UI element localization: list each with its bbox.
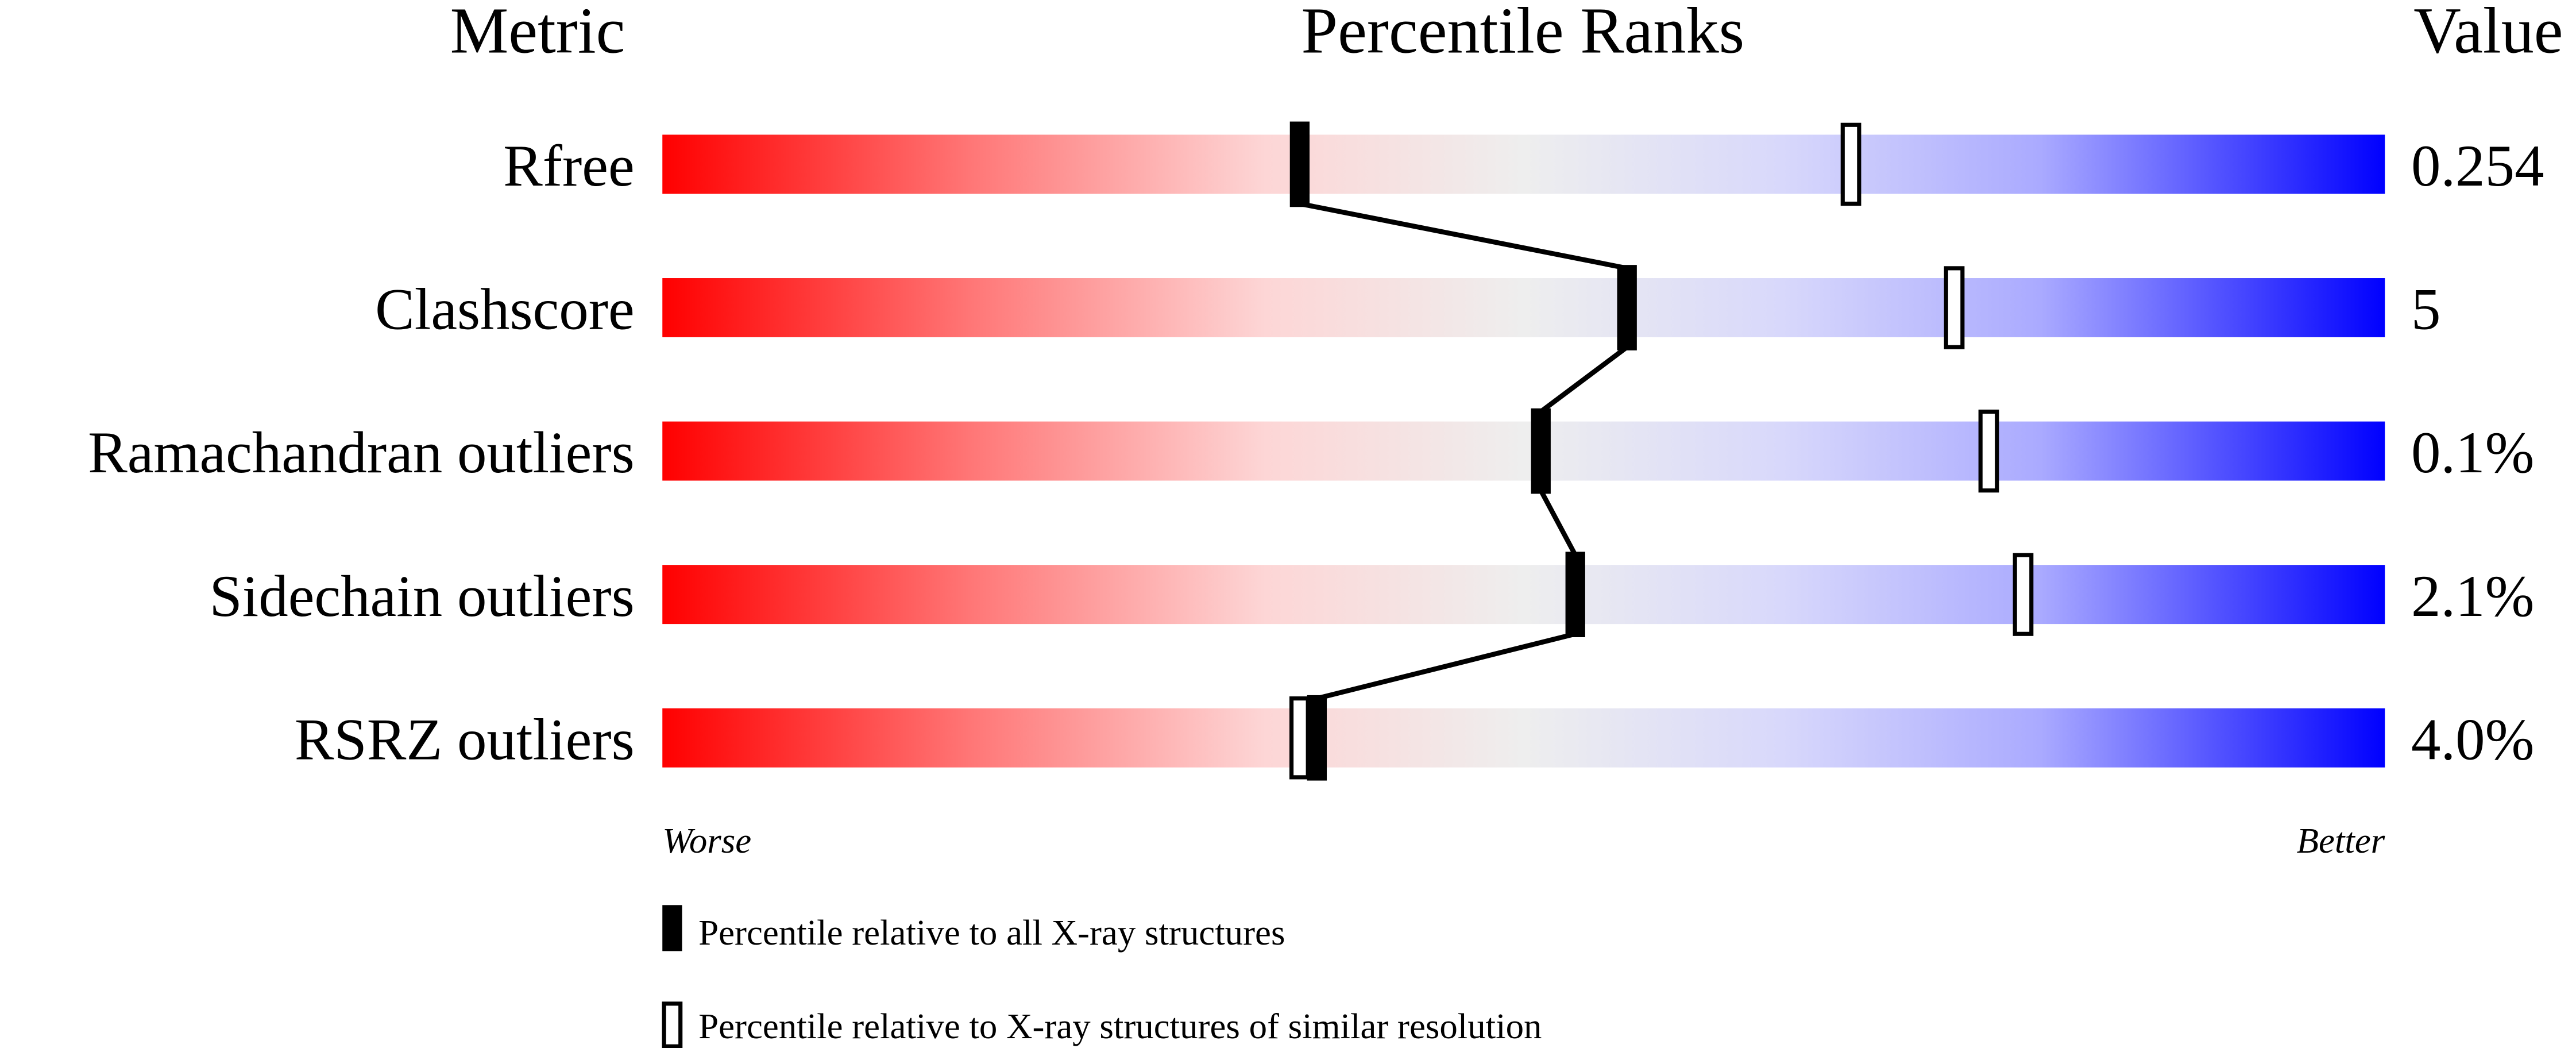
marker-all-structures	[1565, 552, 1585, 637]
metric-label: Rfree	[503, 133, 635, 199]
metric-label: Clashscore	[375, 277, 635, 342]
legend-filled-label: Percentile relative to all X-ray structu…	[698, 912, 1285, 953]
percentile-bar	[662, 565, 2385, 625]
legend-open-marker	[662, 1001, 683, 1048]
header-value: Value	[2413, 0, 2563, 67]
percentile-bar	[662, 421, 2385, 481]
metric-value: 2.1%	[2411, 564, 2534, 629]
metric-label: Ramachandran outliers	[88, 420, 635, 486]
marker-similar-resolution	[1289, 696, 1310, 780]
metric-label: RSRZ outliers	[295, 707, 635, 772]
marker-similar-resolution	[1944, 266, 1965, 349]
percentile-bar	[662, 134, 2385, 194]
marker-all-structures	[1531, 408, 1551, 494]
metric-value: 0.1%	[2411, 420, 2534, 486]
axis-label-worse: Worse	[662, 820, 751, 861]
metric-label: Sidechain outliers	[209, 564, 634, 629]
marker-all-structures	[1289, 121, 1310, 207]
axis-label-better: Better	[2297, 820, 2385, 861]
marker-similar-resolution	[1978, 409, 1999, 493]
legend-open-label: Percentile relative to X-ray structures …	[698, 1006, 1542, 1046]
metric-value: 4.0%	[2411, 707, 2534, 772]
header-metric: Metric	[450, 0, 625, 67]
metric-value: 0.254	[2411, 133, 2544, 199]
marker-similar-resolution	[2013, 553, 2034, 636]
legend-filled-marker	[662, 905, 682, 951]
percentile-bar	[662, 278, 2385, 337]
header-percentile: Percentile Ranks	[1301, 0, 1745, 67]
marker-similar-resolution	[1840, 122, 1861, 206]
metric-value: 5	[2411, 277, 2440, 342]
marker-all-structures	[1617, 265, 1637, 350]
marker-all-structures	[1307, 695, 1327, 781]
percentile-bar	[662, 708, 2385, 768]
